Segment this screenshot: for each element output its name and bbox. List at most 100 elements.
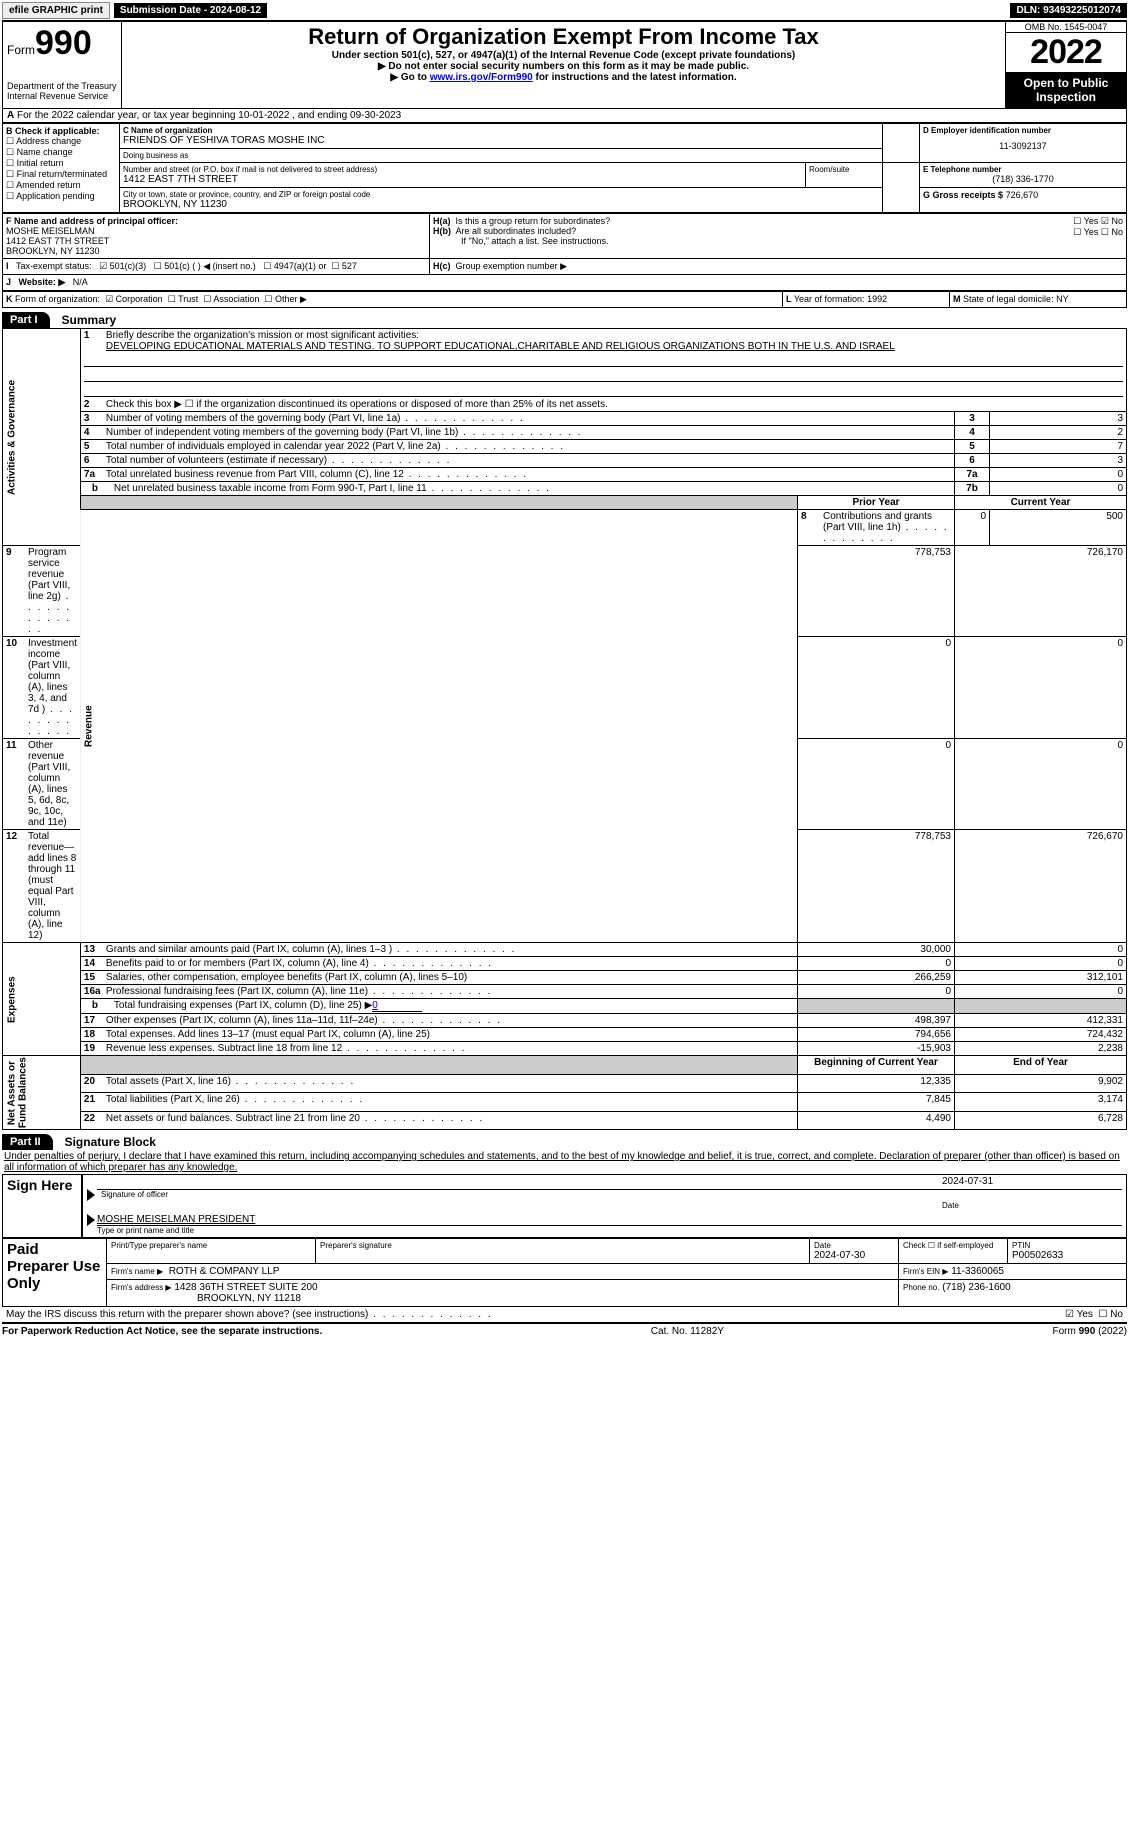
city-value: BROOKLYN, NY 11230	[123, 199, 879, 210]
chk-amended[interactable]: Amended return	[6, 180, 116, 191]
fundraising-link[interactable]: 0	[372, 1000, 422, 1012]
row-4: 4Number of independent voting members of…	[3, 426, 1127, 440]
efile-print-button[interactable]: efile GRAPHIC print	[2, 2, 110, 19]
chk-assoc[interactable]: Association	[203, 294, 259, 304]
chk-trust[interactable]: Trust	[168, 294, 199, 304]
klm-row: K Form of organization: Corporation Trus…	[2, 291, 1127, 308]
side-expenses: Expenses	[3, 943, 81, 1056]
chk-other[interactable]: Other ▶	[264, 294, 307, 304]
penalty-text: Under penalties of perjury, I declare th…	[2, 1150, 1127, 1174]
officer-addr2: BROOKLYN, NY 11230	[6, 246, 426, 256]
firm-name: ROTH & COMPANY LLP	[169, 1266, 280, 1277]
col-beginning: Beginning of Current Year	[798, 1056, 955, 1075]
footer-left: For Paperwork Reduction Act Notice, see …	[2, 1326, 322, 1337]
side-revenue: Revenue	[80, 510, 797, 943]
firm-ein-label: Firm's EIN ▶	[903, 1267, 948, 1276]
row-3: 3Number of voting members of the governi…	[3, 412, 1127, 426]
org-name-label: C Name of organization	[123, 126, 879, 135]
preparer-block: Paid Preparer Use Only Print/Type prepar…	[2, 1238, 1127, 1307]
i-label: Tax-exempt status:	[16, 261, 92, 271]
sig-officer-label: Signature of officer	[97, 1189, 942, 1210]
omb-number: OMB No. 1545-0047	[1006, 22, 1126, 33]
row-7b: bNet unrelated business taxable income f…	[3, 482, 1127, 496]
m-value: NY	[1056, 294, 1069, 304]
l-value: 1992	[867, 294, 887, 304]
hb-no[interactable]: No	[1101, 227, 1123, 237]
form-note-link: ▶ Go to www.irs.gov/Form990 for instruct…	[126, 72, 1001, 83]
prep-sig-label: Preparer's signature	[320, 1241, 805, 1250]
sign-here-label: Sign Here	[3, 1175, 83, 1238]
line-a: A For the 2022 calendar year, or tax yea…	[2, 109, 1127, 123]
section-b-label: B Check if applicable:	[6, 126, 116, 136]
self-emp-check[interactable]: Check ☐ if self-employed	[903, 1241, 1003, 1250]
entity-block: B Check if applicable: Address change Na…	[2, 123, 1127, 213]
phone-label: E Telephone number	[923, 165, 1123, 174]
chk-initial-return[interactable]: Initial return	[6, 158, 116, 169]
row-5: 5Total number of individuals employed in…	[3, 440, 1127, 454]
firm-phone: (718) 236-1600	[942, 1282, 1010, 1293]
row-7a: 7aTotal unrelated business revenue from …	[3, 468, 1127, 482]
form-number: Form990	[7, 24, 117, 63]
part-2-header: Part II Signature Block	[2, 1134, 1127, 1150]
ha-yes[interactable]: Yes	[1073, 216, 1098, 226]
chk-name-change[interactable]: Name change	[6, 147, 116, 158]
hc-label: Group exemption number ▶	[456, 261, 567, 271]
firm-addr-label: Firm's address ▶	[111, 1283, 172, 1292]
col-end-year: End of Year	[955, 1056, 1127, 1075]
chk-app-pending[interactable]: Application pending	[6, 191, 116, 202]
form-note-ssn: ▶ Do not enter social security numbers o…	[126, 61, 1001, 72]
k-label: Form of organization:	[15, 294, 100, 304]
officer-printed-name: MOSHE MEISELMAN PRESIDENT	[97, 1214, 1122, 1225]
gross-label: G Gross receipts $	[923, 190, 1003, 200]
s2-text: Check this box ▶ ☐ if the organization d…	[106, 399, 608, 410]
firm-ein: 11-3360065	[951, 1266, 1004, 1277]
street-value: 1412 EAST 7TH STREET	[123, 174, 802, 185]
mission-text: DEVELOPING EDUCATIONAL MATERIALS AND TES…	[84, 341, 1123, 352]
part-1-header: Part I Summary	[2, 312, 1127, 328]
ein-value: 11-3092137	[923, 135, 1123, 157]
website-value: N/A	[73, 277, 88, 287]
discuss-row: May the IRS discuss this return with the…	[2, 1307, 1127, 1324]
form-header: Form990 Department of the Treasury Inter…	[2, 21, 1127, 109]
ha-no[interactable]: No	[1101, 216, 1123, 226]
ha-label: Is this a group return for subordinates?	[456, 216, 611, 226]
dept-treasury: Department of the Treasury Internal Reve…	[7, 81, 117, 101]
chk-527[interactable]: 527	[331, 261, 357, 271]
chk-501c3[interactable]: 501(c)(3)	[99, 261, 146, 271]
footer-right: Form 990 (2022)	[1053, 1326, 1127, 1337]
form-title: Return of Organization Exempt From Incom…	[126, 24, 1001, 50]
firm-addr2: BROOKLYN, NY 11218	[111, 1293, 301, 1304]
tax-year: 2022	[1006, 33, 1126, 72]
irs-link[interactable]: www.irs.gov/Form990	[430, 72, 533, 83]
arrow-icon	[87, 1214, 95, 1226]
chk-final-return[interactable]: Final return/terminated	[6, 169, 116, 180]
officer-name-label: Type or print name and title	[97, 1225, 1122, 1235]
chk-4947[interactable]: 4947(a)(1) or	[263, 261, 326, 271]
prep-date-value: 2024-07-30	[814, 1250, 894, 1261]
discuss-yes[interactable]: Yes	[1065, 1309, 1093, 1320]
officer-name: MOSHE MEISELMAN	[6, 226, 426, 236]
prep-name-label: Print/Type preparer's name	[111, 1241, 311, 1250]
hb-label: Are all subordinates included?	[456, 226, 577, 236]
phone-value: (718) 336-1770	[923, 174, 1123, 184]
street-label: Number and street (or P.O. box if mail i…	[123, 165, 802, 174]
submission-date: Submission Date - 2024-08-12	[114, 3, 267, 18]
ptin-label: PTIN	[1012, 1241, 1122, 1250]
discuss-no[interactable]: No	[1098, 1309, 1123, 1320]
side-activities: Activities & Governance	[3, 329, 81, 546]
s1-label: Briefly describe the organization's miss…	[106, 330, 419, 341]
f-label: F Name and address of principal officer:	[6, 216, 426, 226]
col-current-year: Current Year	[955, 496, 1127, 510]
hb-note: If "No," attach a list. See instructions…	[433, 236, 1007, 246]
chk-corp[interactable]: Corporation	[105, 294, 163, 304]
ptin-value: P00502633	[1012, 1250, 1122, 1261]
chk-501c[interactable]: 501(c) ( ) ◀ (insert no.)	[154, 261, 256, 271]
chk-address-change[interactable]: Address change	[6, 136, 116, 147]
open-inspection: Open to Public Inspection	[1006, 72, 1126, 108]
city-label: City or town, state or province, country…	[123, 190, 879, 199]
prep-date-label: Date	[814, 1241, 894, 1250]
officer-addr1: 1412 EAST 7TH STREET	[6, 236, 426, 246]
hb-yes[interactable]: Yes	[1073, 227, 1098, 237]
signature-block: Sign Here Signature of officer 2024-07-3…	[2, 1174, 1127, 1238]
dba-label: Doing business as	[123, 151, 879, 160]
